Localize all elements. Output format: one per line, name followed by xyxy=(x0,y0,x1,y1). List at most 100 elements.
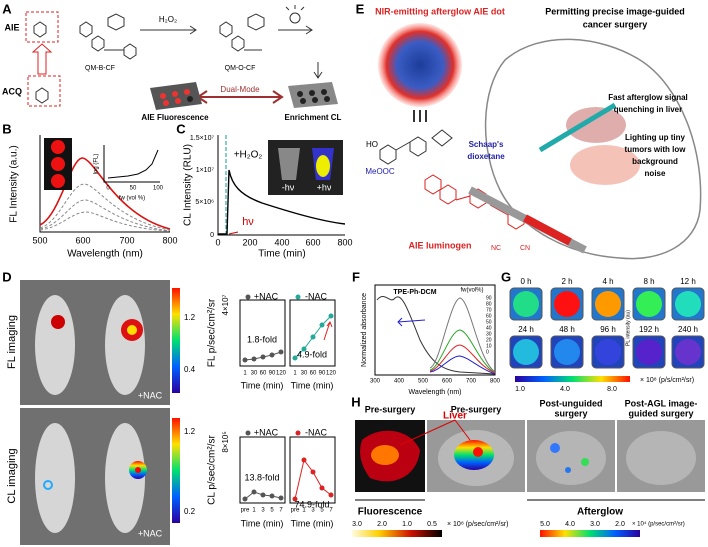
label: 1.8-fold xyxy=(247,334,277,344)
label: QM-B-CF xyxy=(85,65,115,72)
label: 0 xyxy=(486,349,489,355)
label: TPE-Ph-DCM xyxy=(393,289,436,296)
label: 1.0 xyxy=(402,521,412,528)
label: 120 xyxy=(326,371,337,377)
panel-d-markers xyxy=(242,294,334,502)
label: 1.0 xyxy=(515,386,525,393)
label: 90 xyxy=(486,295,492,301)
label: 50 xyxy=(130,186,137,192)
label: 500 xyxy=(32,235,47,245)
label: Time (min) xyxy=(258,249,305,260)
label: 4.0 xyxy=(560,386,570,393)
label: 60 xyxy=(486,313,492,319)
label: 3.0 xyxy=(590,521,600,528)
panel-label: H xyxy=(351,394,360,409)
label: 60 xyxy=(310,371,317,377)
panel-h-images xyxy=(352,419,705,537)
label: CL Intensity (RLU) xyxy=(183,144,194,226)
label: 100 xyxy=(153,186,164,192)
label: 240 h xyxy=(678,325,698,334)
well-plates xyxy=(150,82,338,110)
label: Liver xyxy=(443,411,467,422)
label: pre xyxy=(291,508,300,514)
label: background xyxy=(632,157,678,166)
label: 5×10⁶ xyxy=(195,199,214,206)
label: Fast afterglow signal xyxy=(608,93,688,102)
label: 10 xyxy=(486,343,492,349)
label: Permitting precise image-guided xyxy=(545,6,685,16)
label: CN xyxy=(520,245,530,252)
label: 0.2 xyxy=(184,507,196,516)
label: 4.0 xyxy=(565,521,575,528)
label: 200 xyxy=(242,237,257,247)
label: dioxetane xyxy=(467,152,505,161)
label: pre xyxy=(241,508,250,514)
label: QM-O-CF xyxy=(225,65,256,72)
label: 96 h xyxy=(600,325,616,334)
panel-label: D xyxy=(2,269,11,284)
label: 120 xyxy=(276,371,287,377)
label: 8×10⁵ xyxy=(221,431,230,452)
label: 1 xyxy=(252,508,256,514)
label: CL imaging xyxy=(6,448,18,503)
panel-label: C xyxy=(176,121,186,136)
label: 3 xyxy=(311,508,315,514)
label: +NAC xyxy=(138,528,163,538)
label: log (FL) xyxy=(94,154,100,175)
label: 1.2 xyxy=(184,427,196,436)
label: 0 h xyxy=(520,277,531,286)
label: 7 xyxy=(279,508,283,514)
label: 5 xyxy=(270,508,274,514)
label: 2.0 xyxy=(615,521,625,528)
label: +hν xyxy=(317,182,332,192)
label: 74.9-fold xyxy=(294,499,329,509)
label: fw(vol%) xyxy=(460,288,483,294)
label: PL intensity (au) xyxy=(625,310,631,346)
panel-d-images xyxy=(20,280,180,545)
label: 12 h xyxy=(680,277,696,286)
label: 700 xyxy=(119,235,134,245)
label: Time (min) xyxy=(291,518,334,528)
label: +NAC xyxy=(138,390,163,400)
label: FL imaging xyxy=(6,315,18,369)
label: Schaap's xyxy=(469,140,504,149)
label: 0 xyxy=(106,186,110,192)
label: +NAC xyxy=(254,427,279,437)
label: 8.0 xyxy=(607,386,617,393)
label: 500 xyxy=(418,379,429,385)
label: 7 xyxy=(329,508,333,514)
label: 20 xyxy=(486,337,492,343)
label: 800 xyxy=(337,237,352,247)
label: 13.8-fold xyxy=(244,472,279,482)
label: tumors with low xyxy=(625,145,687,154)
label: 0 xyxy=(215,237,220,247)
label: 192 h xyxy=(639,325,659,334)
panel-b-plot xyxy=(39,135,171,233)
label: +H₂O₂ xyxy=(234,150,263,161)
label: 40 xyxy=(486,325,492,331)
label: 800 xyxy=(490,379,501,385)
label: Wavelength (nm) xyxy=(67,249,143,260)
label: 48 h xyxy=(559,325,575,334)
label: 5 xyxy=(320,508,324,514)
label: × 10⁴ (p/sec/cm²/sr) xyxy=(632,521,685,528)
label: NC xyxy=(491,245,501,252)
label: Wavelength (nm) xyxy=(408,389,461,396)
label: CL p/sec/cm²/sr xyxy=(207,435,218,505)
label: 600 xyxy=(75,235,90,245)
panel-label: F xyxy=(352,269,360,284)
label: 90 xyxy=(269,371,276,377)
label: 50 xyxy=(486,319,492,325)
label: surgery xyxy=(554,408,587,418)
panel-f-plot xyxy=(374,284,496,376)
label: FL Intensity (a.u.) xyxy=(9,145,20,222)
label: × 10⁸ (p/sec/cm²/sr) xyxy=(447,521,509,528)
label: Normalized absorbance xyxy=(361,293,368,367)
label: ACQ xyxy=(2,86,22,96)
label: 1 xyxy=(302,508,306,514)
label: Fluorescence xyxy=(358,507,423,518)
label: 0 xyxy=(210,232,214,239)
label: 4×10⁷ xyxy=(221,294,230,315)
label: 700 xyxy=(466,379,477,385)
